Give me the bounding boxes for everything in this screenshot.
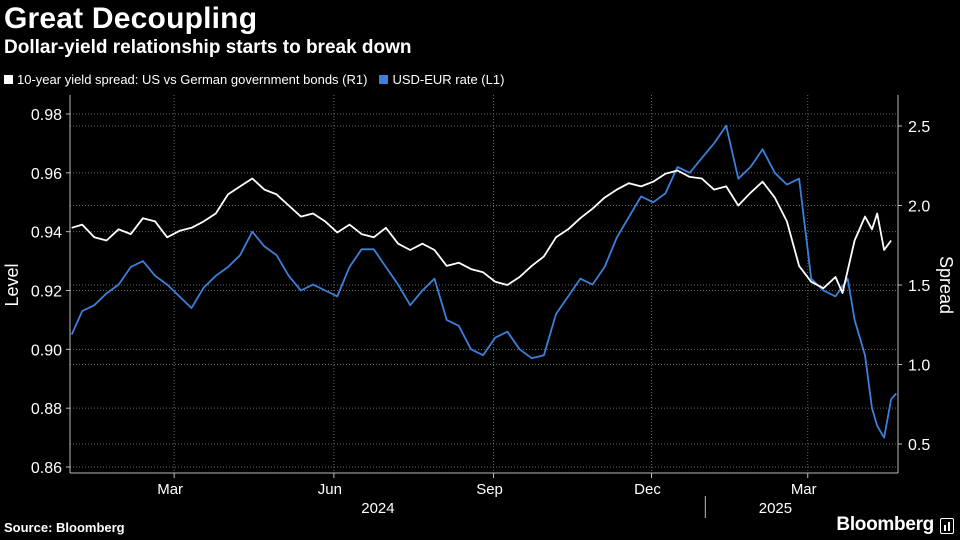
x-axis-year-label: 2024 <box>361 500 394 517</box>
right-axis-tick-label: 2.5 <box>908 119 930 136</box>
axes <box>66 95 902 518</box>
legend-swatch-yield-spread <box>4 75 13 84</box>
legend-item-usd-eur: USD-EUR rate (L1) <box>379 72 504 87</box>
x-axis-tick-label: Mar <box>157 481 183 498</box>
yield-spread-series-line <box>71 169 892 294</box>
legend-label-yield-spread: 10-year yield spread: US vs German gover… <box>17 72 368 87</box>
bloomberg-logo: Bloomberg <box>836 514 934 535</box>
chart-subtitle: Dollar-yield relationship starts to brea… <box>4 37 412 58</box>
left-axis-tick-label: 0.88 <box>31 401 62 418</box>
x-axis-tick-label: Mar <box>791 481 817 498</box>
right-axis-tick-label: 1.0 <box>908 358 930 375</box>
x-axis-year-label: 2025 <box>759 500 792 517</box>
left-axis-tick-label: 0.98 <box>31 107 62 124</box>
left-axis-tick-label: 0.94 <box>31 225 62 242</box>
left-axis-tick-label: 0.90 <box>31 342 62 359</box>
left-axis-tick-label: 0.86 <box>31 460 62 477</box>
chart-title: Great Decoupling <box>4 2 258 35</box>
legend-label-usd-eur: USD-EUR rate (L1) <box>392 72 505 87</box>
chart-legend: 10-year yield spread: US vs German gover… <box>4 72 516 87</box>
legend-swatch-usd-eur <box>379 75 389 84</box>
left-axis-title: Level <box>2 263 22 306</box>
x-axis-tick-label: Sep <box>476 481 503 498</box>
right-axis-tick-label: 2.0 <box>908 199 930 216</box>
x-axis-tick-label: Jun <box>318 481 342 498</box>
left-axis-tick-label: 0.96 <box>31 166 62 183</box>
right-axis-tick-label: 0.5 <box>908 437 930 454</box>
legend-item-yield-spread: 10-year yield spread: US vs German gover… <box>4 72 367 87</box>
right-axis-tick-label: 1.5 <box>908 278 930 295</box>
source-note: Source: Bloomberg <box>4 520 125 535</box>
right-axis-title: Spread <box>936 256 956 314</box>
usd-eur-series-line <box>70 124 897 439</box>
axis-labels: 0.86 0.88 0.90 0.92 0.94 0.96 0.98 0.5 1.0 1.5 2.0… <box>2 107 956 517</box>
series-lines <box>70 124 897 439</box>
x-axis-tick-label: Dec <box>634 481 661 498</box>
left-axis-tick-label: 0.92 <box>31 284 62 301</box>
gridlines <box>70 95 898 473</box>
bloomberg-chart-icon <box>940 518 954 534</box>
